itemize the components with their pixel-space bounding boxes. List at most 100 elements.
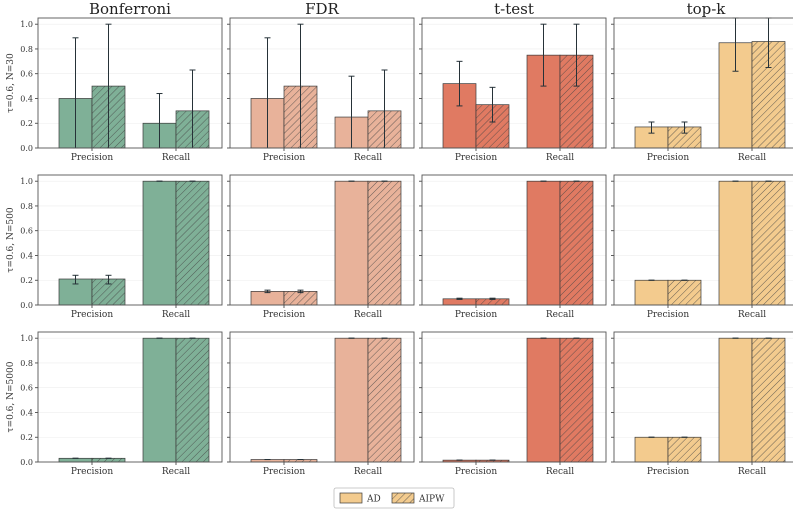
x-tick-label: Precision xyxy=(263,310,306,320)
bar-ad xyxy=(718,337,753,463)
x-tick-label: Recall xyxy=(162,467,190,477)
y-tick-label: 1.0 xyxy=(20,20,33,29)
panel-frame xyxy=(421,17,607,149)
bar-ad xyxy=(142,180,177,306)
x-tick-label: Precision xyxy=(263,153,306,163)
panel-frame xyxy=(613,17,793,149)
bar-aipw xyxy=(175,180,210,306)
bar-ad xyxy=(718,180,753,306)
row-label: τ=0.6, N=500 xyxy=(6,207,16,272)
panel: 0.0 0.2 0.4 0.6 0.8 1.0 Precision Recall xyxy=(20,331,223,477)
y-tick-label: 0.4 xyxy=(20,408,33,417)
column-title: top-k xyxy=(687,0,727,18)
y-tick-label: 0.0 xyxy=(20,144,33,153)
bar-aipw xyxy=(559,337,594,463)
x-tick-label: Precision xyxy=(263,467,306,477)
legend-swatch-ad xyxy=(339,492,363,504)
legend-swatch-aipw xyxy=(391,492,415,504)
legend-label-ad: AD xyxy=(366,495,381,505)
legend-label-aipw: AIPW xyxy=(418,495,445,505)
panel: Precision Recall xyxy=(611,174,793,320)
panel-frame xyxy=(229,17,415,149)
panel: Precision Recall top-k xyxy=(611,0,793,163)
bar-ad xyxy=(634,279,669,306)
bar-ad xyxy=(634,436,669,463)
bar-aipw xyxy=(367,337,402,463)
x-tick-label: Precision xyxy=(71,310,114,320)
x-tick-label: Recall xyxy=(738,153,766,163)
y-tick-label: 0.8 xyxy=(20,202,33,211)
panel-frame xyxy=(37,331,223,463)
x-tick-label: Precision xyxy=(647,153,690,163)
panel-frame xyxy=(613,174,793,306)
bar-ad xyxy=(334,337,369,463)
panel: Precision Recall xyxy=(419,174,607,320)
y-tick-label: 0.4 xyxy=(20,251,33,260)
x-tick-label: Precision xyxy=(455,153,498,163)
x-tick-label: Recall xyxy=(162,310,190,320)
panel: Precision Recall xyxy=(611,331,793,477)
bar-ad xyxy=(250,291,285,306)
x-tick-label: Recall xyxy=(738,310,766,320)
x-tick-label: Recall xyxy=(354,310,382,320)
bar-aipw xyxy=(667,279,702,306)
y-tick-label: 0.2 xyxy=(20,276,33,285)
x-tick-label: Precision xyxy=(455,467,498,477)
y-tick-label: 0.0 xyxy=(20,301,33,310)
row-label: τ=0.6, N=5000 xyxy=(6,361,16,432)
bar-aipw xyxy=(667,436,702,463)
x-tick-label: Recall xyxy=(546,153,574,163)
bar-aipw xyxy=(751,337,786,463)
legend: AD AIPW xyxy=(333,487,455,509)
x-tick-label: Precision xyxy=(455,310,498,320)
x-tick-label: Recall xyxy=(354,153,382,163)
bar-ad xyxy=(526,180,561,306)
x-tick-label: Recall xyxy=(546,467,574,477)
bar-aipw xyxy=(283,291,318,306)
bar-aipw xyxy=(751,180,786,306)
panel-frame xyxy=(613,331,793,463)
x-tick-label: Precision xyxy=(647,310,690,320)
panel-frame xyxy=(421,331,607,463)
bar-aipw xyxy=(175,337,210,463)
y-tick-label: 1.0 xyxy=(20,334,33,343)
bar-ad xyxy=(58,457,93,463)
column-title: Bonferroni xyxy=(89,0,171,18)
y-tick-label: 0.0 xyxy=(20,458,33,467)
panel-frame xyxy=(229,331,415,463)
x-tick-label: Precision xyxy=(647,467,690,477)
bar-ad xyxy=(526,337,561,463)
y-tick-label: 0.6 xyxy=(20,227,33,236)
column-title: t-test xyxy=(494,0,534,18)
y-tick-label: 0.6 xyxy=(20,384,33,393)
y-tick-label: 0.8 xyxy=(20,45,33,54)
bar-aipw xyxy=(367,180,402,306)
row-label: τ=0.6, N=30 xyxy=(6,53,16,113)
panel-frame xyxy=(421,174,607,306)
panel: Precision Recall xyxy=(419,331,607,477)
x-tick-label: Precision xyxy=(71,467,114,477)
y-tick-label: 0.6 xyxy=(20,70,33,79)
bar-ad xyxy=(142,337,177,463)
x-tick-label: Recall xyxy=(546,310,574,320)
y-tick-label: 0.2 xyxy=(20,433,33,442)
x-tick-label: Recall xyxy=(738,467,766,477)
panel: Precision Recall FDR xyxy=(227,0,415,163)
x-tick-label: Recall xyxy=(354,467,382,477)
y-tick-label: 0.4 xyxy=(20,94,33,103)
bar-aipw xyxy=(91,457,126,463)
bar-aipw xyxy=(559,180,594,306)
panel: 0.0 0.2 0.4 0.6 0.8 1.0 Precision Recall xyxy=(20,174,223,320)
panel-frame xyxy=(229,174,415,306)
panel: Precision Recall xyxy=(227,174,415,320)
panel-frame xyxy=(37,17,223,149)
x-tick-label: Recall xyxy=(162,153,190,163)
y-tick-label: 0.8 xyxy=(20,359,33,368)
panels-layer: τ=0.6, N=30 0.0 0.2 0.4 0.6 0.8 1.0 Precision Re… xyxy=(6,0,793,477)
y-tick-label: 1.0 xyxy=(20,177,33,186)
panel: Precision Recall t-test xyxy=(419,0,607,163)
y-tick-label: 0.2 xyxy=(20,119,33,128)
x-tick-label: Precision xyxy=(71,153,114,163)
bar-ad xyxy=(334,180,369,306)
